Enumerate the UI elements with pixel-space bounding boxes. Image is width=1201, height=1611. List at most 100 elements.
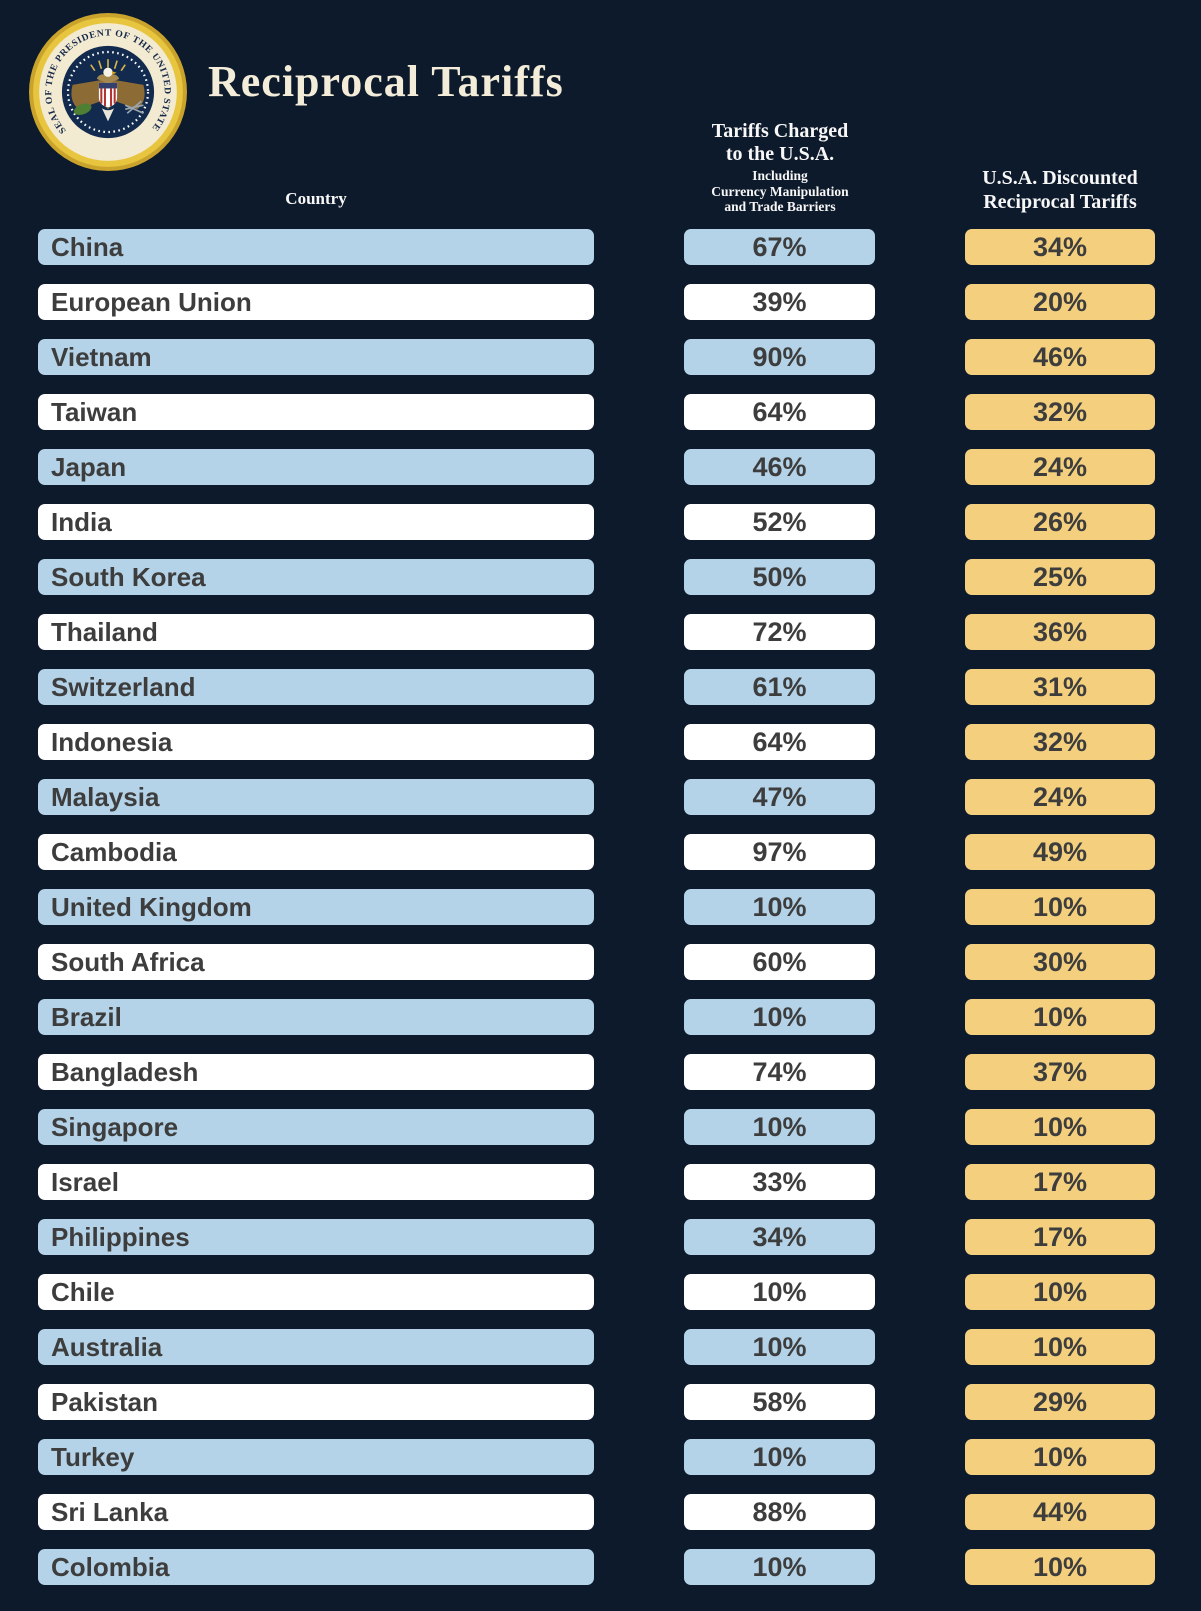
- charged-header-sub1: Including: [752, 168, 808, 183]
- tariff-discounted-cell: 10%: [965, 889, 1155, 925]
- table-row: Malaysia 47% 24%: [0, 779, 1201, 815]
- country-cell: Philippines: [38, 1219, 594, 1255]
- tariff-charged-cell: 10%: [684, 1329, 875, 1365]
- country-cell: Colombia: [38, 1549, 594, 1585]
- tariff-charged-cell: 52%: [684, 504, 875, 540]
- tariff-discounted-cell: 20%: [965, 284, 1155, 320]
- tariff-charged-cell: 74%: [684, 1054, 875, 1090]
- column-header-discounted: U.S.A. Discounted Reciprocal Tariffs: [930, 166, 1190, 214]
- country-cell: Brazil: [38, 999, 594, 1035]
- column-header-tariffs-charged: Tariffs Charged to the U.S.A. Including …: [664, 120, 896, 215]
- tariff-charged-cell: 64%: [684, 724, 875, 760]
- seal-star-ring: [66, 50, 150, 134]
- tariff-charged-cell: 39%: [684, 284, 875, 320]
- tariff-discounted-cell: 25%: [965, 559, 1155, 595]
- table-row: Sri Lanka 88% 44%: [0, 1494, 1201, 1530]
- table-row: Colombia 10% 10%: [0, 1549, 1201, 1585]
- table-row: Singapore 10% 10%: [0, 1109, 1201, 1145]
- tariff-discounted-cell: 32%: [965, 724, 1155, 760]
- table-row: Brazil 10% 10%: [0, 999, 1201, 1035]
- country-cell: Taiwan: [38, 394, 594, 430]
- tariff-charged-cell: 10%: [684, 889, 875, 925]
- seal-eagle: [71, 59, 145, 122]
- country-cell: Singapore: [38, 1109, 594, 1145]
- tariff-table: China 67% 34% European Union 39% 20% Vie…: [0, 229, 1201, 1604]
- tariff-charged-cell: 33%: [684, 1164, 875, 1200]
- tariff-discounted-cell: 44%: [965, 1494, 1155, 1530]
- table-row: Thailand 72% 36%: [0, 614, 1201, 650]
- country-cell: Japan: [38, 449, 594, 485]
- country-cell: Israel: [38, 1164, 594, 1200]
- tariff-charged-cell: 34%: [684, 1219, 875, 1255]
- table-row: Chile 10% 10%: [0, 1274, 1201, 1310]
- tariff-discounted-cell: 30%: [965, 944, 1155, 980]
- tariff-discounted-cell: 10%: [965, 1439, 1155, 1475]
- tariff-charged-cell: 10%: [684, 1549, 875, 1585]
- country-cell: Indonesia: [38, 724, 594, 760]
- table-row: Turkey 10% 10%: [0, 1439, 1201, 1475]
- country-cell: European Union: [38, 284, 594, 320]
- tariff-discounted-cell: 24%: [965, 779, 1155, 815]
- tariff-charged-cell: 64%: [684, 394, 875, 430]
- tariff-discounted-cell: 31%: [965, 669, 1155, 705]
- column-header-country: Country: [285, 189, 347, 208]
- country-cell: India: [38, 504, 594, 540]
- discounted-header-line2: Reciprocal Tariffs: [983, 191, 1137, 213]
- tariff-discounted-cell: 10%: [965, 1109, 1155, 1145]
- table-row: Pakistan 58% 29%: [0, 1384, 1201, 1420]
- country-cell: Chile: [38, 1274, 594, 1310]
- tariff-discounted-cell: 26%: [965, 504, 1155, 540]
- tariff-discounted-cell: 36%: [965, 614, 1155, 650]
- table-row: China 67% 34%: [0, 229, 1201, 265]
- tariff-charged-cell: 58%: [684, 1384, 875, 1420]
- charged-header-sub2: Currency Manipulation: [711, 183, 849, 199]
- table-row: Taiwan 64% 32%: [0, 394, 1201, 430]
- country-cell: Pakistan: [38, 1384, 594, 1420]
- country-cell: Switzerland: [38, 669, 594, 705]
- country-cell: Bangladesh: [38, 1054, 594, 1090]
- tariff-discounted-cell: 10%: [965, 1329, 1155, 1365]
- tariff-discounted-cell: 24%: [965, 449, 1155, 485]
- country-cell: Thailand: [38, 614, 594, 650]
- table-row: Indonesia 64% 32%: [0, 724, 1201, 760]
- country-cell: United Kingdom: [38, 889, 594, 925]
- tariff-charged-cell: 67%: [684, 229, 875, 265]
- country-cell: Malaysia: [38, 779, 594, 815]
- tariff-charged-cell: 88%: [684, 1494, 875, 1530]
- page-title: Reciprocal Tariffs: [208, 57, 564, 106]
- table-row: Israel 33% 17%: [0, 1164, 1201, 1200]
- tariff-discounted-cell: 10%: [965, 1274, 1155, 1310]
- tariff-charged-cell: 10%: [684, 1109, 875, 1145]
- charged-header-line1: Tariffs Charged: [711, 120, 849, 142]
- charged-header-sub3: and Trade Barriers: [724, 199, 836, 214]
- tariff-discounted-cell: 49%: [965, 834, 1155, 870]
- presidential-seal: SEAL OF THE PRESIDENT OF THE UNITED STAT…: [28, 12, 187, 171]
- table-row: South Korea 50% 25%: [0, 559, 1201, 595]
- country-cell: South Africa: [38, 944, 594, 980]
- tariff-charged-cell: 72%: [684, 614, 875, 650]
- tariff-discounted-cell: 17%: [965, 1164, 1155, 1200]
- tariff-discounted-cell: 37%: [965, 1054, 1155, 1090]
- table-row: Japan 46% 24%: [0, 449, 1201, 485]
- tariff-discounted-cell: 10%: [965, 1549, 1155, 1585]
- tariff-charged-cell: 60%: [684, 944, 875, 980]
- table-row: Vietnam 90% 46%: [0, 339, 1201, 375]
- table-row: Australia 10% 10%: [0, 1329, 1201, 1365]
- table-row: Switzerland 61% 31%: [0, 669, 1201, 705]
- tariff-charged-cell: 61%: [684, 669, 875, 705]
- tariff-discounted-cell: 17%: [965, 1219, 1155, 1255]
- discounted-header-line1: U.S.A. Discounted: [982, 167, 1138, 189]
- tariff-discounted-cell: 10%: [965, 999, 1155, 1035]
- tariff-charged-cell: 46%: [684, 449, 875, 485]
- table-row: South Africa 60% 30%: [0, 944, 1201, 980]
- tariff-charged-cell: 90%: [684, 339, 875, 375]
- tariff-charged-cell: 97%: [684, 834, 875, 870]
- table-row: India 52% 26%: [0, 504, 1201, 540]
- tariff-discounted-cell: 46%: [965, 339, 1155, 375]
- tariff-charged-cell: 10%: [684, 999, 875, 1035]
- country-cell: Vietnam: [38, 339, 594, 375]
- tariff-charged-cell: 10%: [684, 1439, 875, 1475]
- table-row: European Union 39% 20%: [0, 284, 1201, 320]
- table-row: Bangladesh 74% 37%: [0, 1054, 1201, 1090]
- tariff-discounted-cell: 29%: [965, 1384, 1155, 1420]
